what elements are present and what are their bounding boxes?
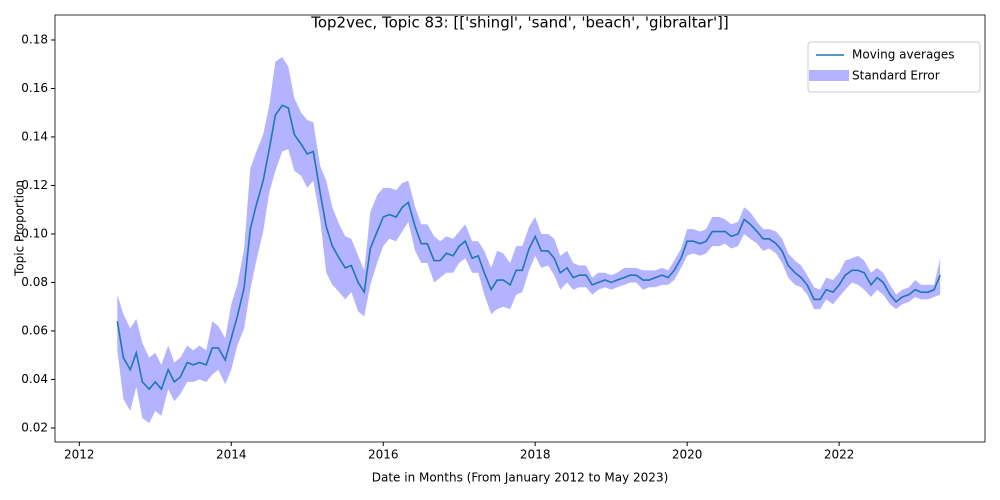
legend-swatch [809,70,849,81]
y-tick-label: 0.14 [21,129,48,143]
chart-title: Top2vec, Topic 83: [['shingl', 'sand', '… [310,14,729,32]
moving-average-line [116,104,941,391]
standard-error-band [117,56,941,424]
plot-frame [54,14,986,443]
x-axis-label: Date in Months (From January 2012 to May… [372,471,669,485]
x-tick-label: 2022 [824,448,855,462]
x-tick-label: 2018 [520,448,551,462]
x-tick-label: 2020 [672,448,703,462]
x-tick-label: 2014 [216,448,247,462]
legend-label: Standard Error [852,69,940,83]
legend-label: Moving averages [852,48,955,62]
y-tick-label: 0.06 [21,323,48,337]
x-tick-label: 2012 [64,448,95,462]
y-tick-label: 0.16 [21,81,48,95]
y-tick-label: 0.08 [21,275,48,289]
y-tick-label: 0.18 [21,32,48,46]
y-tick-label: 0.12 [21,178,48,192]
x-tick-label: 2016 [368,448,399,462]
y-axis-label: Topic Proportion [13,180,27,277]
y-tick-label: 0.02 [21,420,48,434]
y-tick-label: 0.10 [21,226,48,240]
y-tick-label: 0.04 [21,372,48,386]
legend-box [807,41,981,93]
